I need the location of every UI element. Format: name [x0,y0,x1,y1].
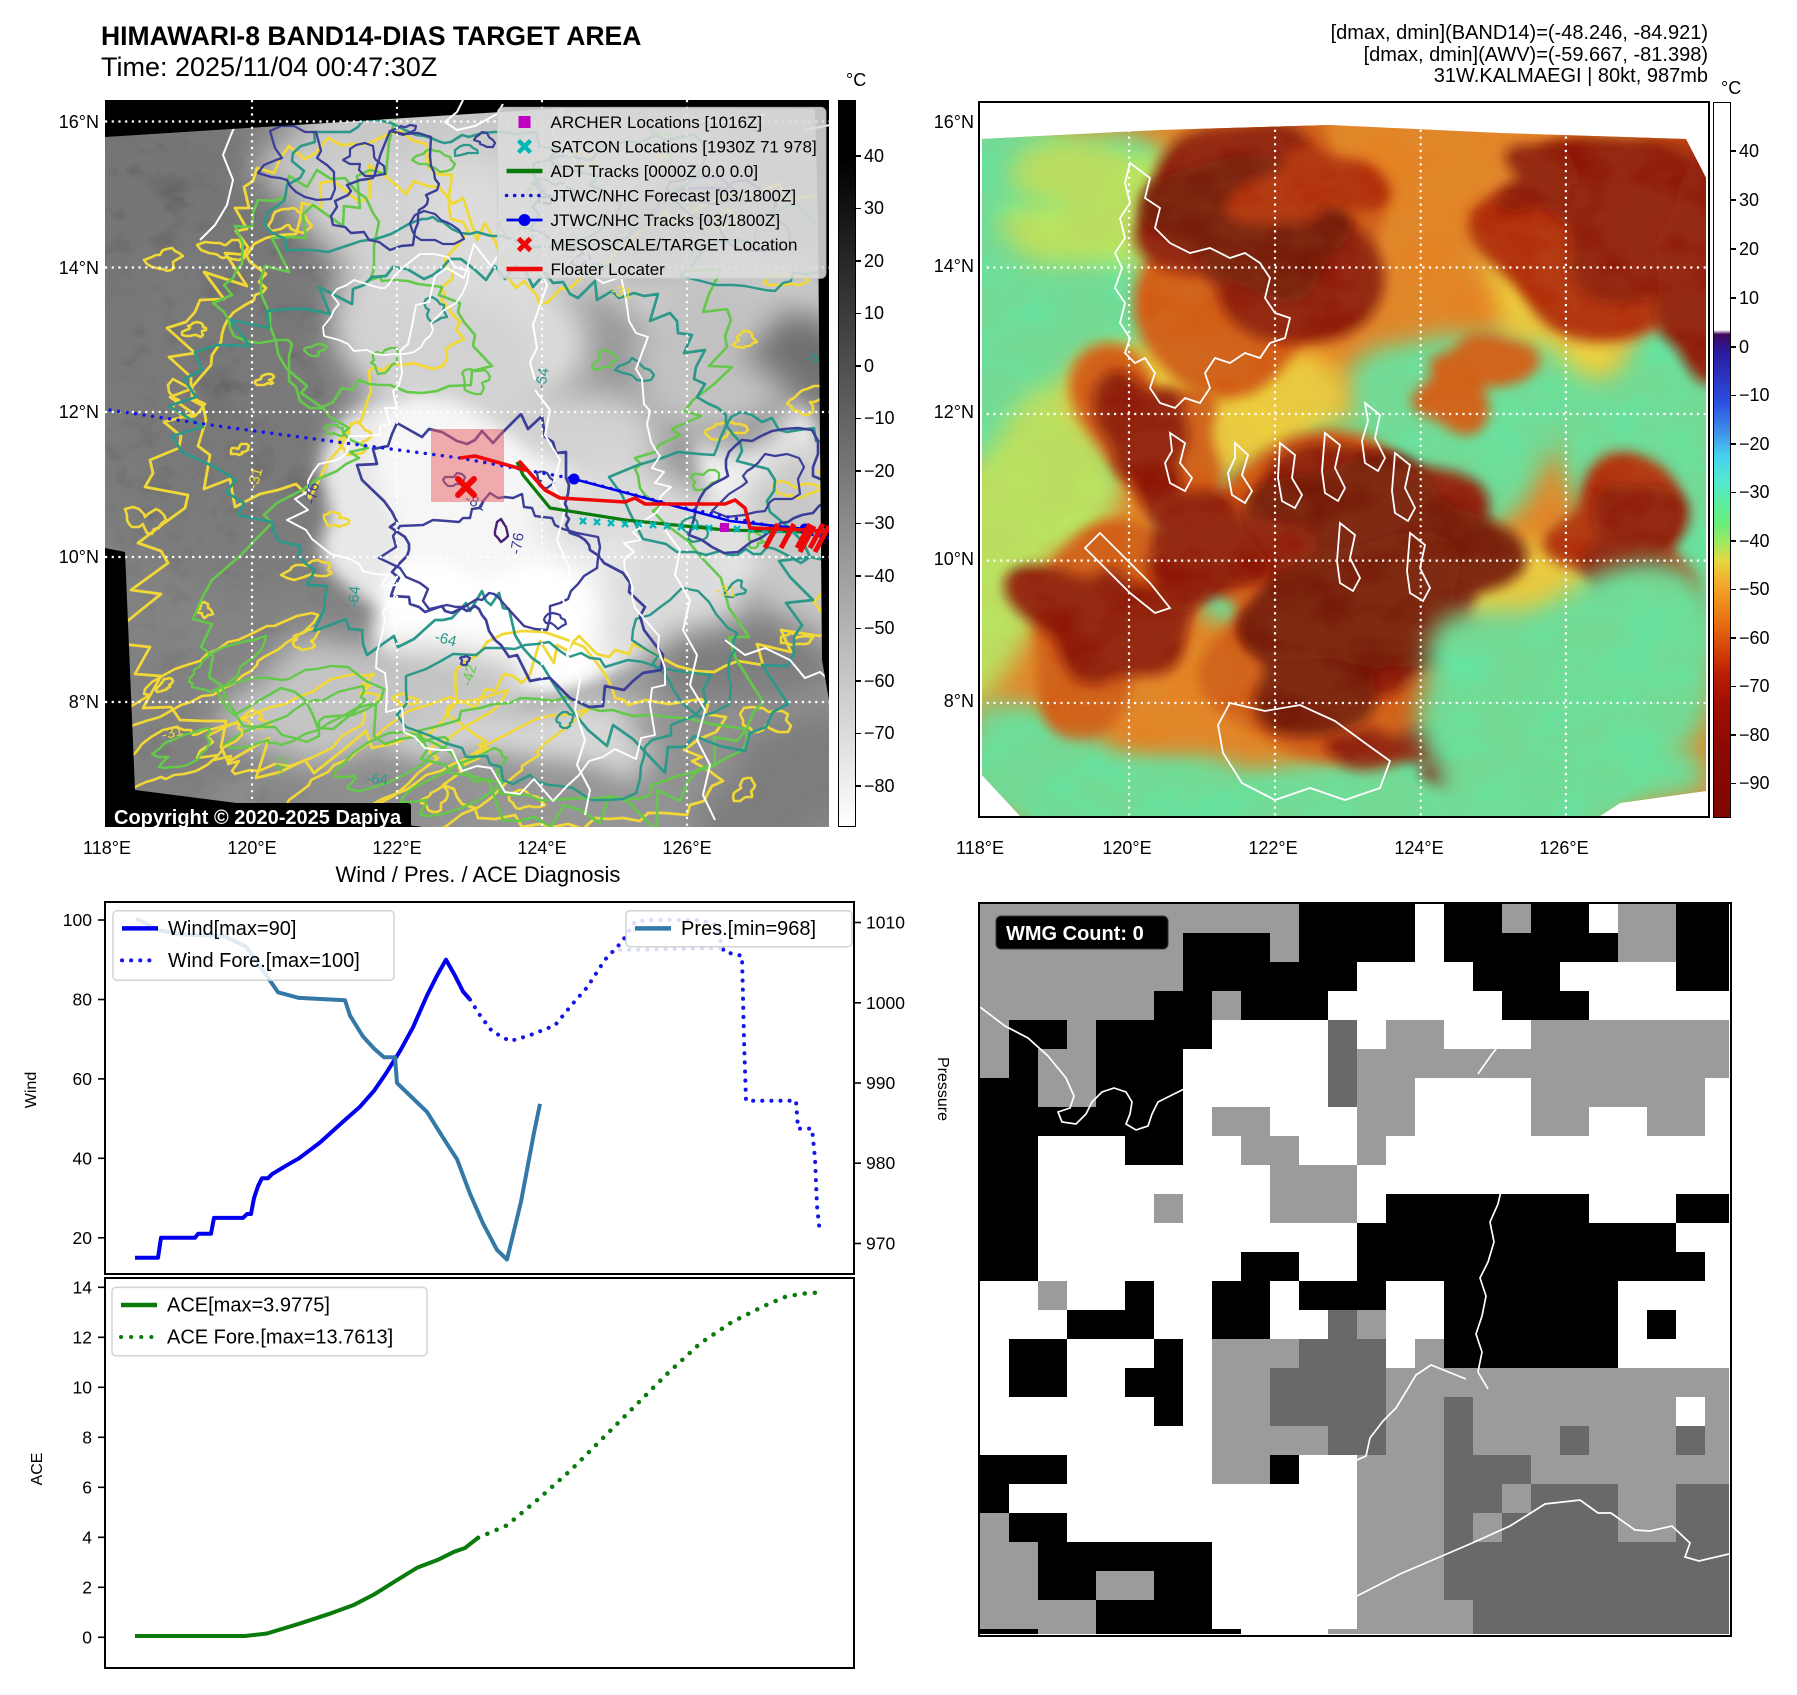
svg-text:Pressure: Pressure [934,1057,951,1121]
svg-text:Pres.[min=968]: Pres.[min=968] [681,918,816,940]
svg-text:2: 2 [82,1577,92,1597]
svg-text:-76: -76 [507,531,528,555]
svg-text:Wind Fore.[max=100]: Wind Fore.[max=100] [168,950,360,972]
svg-text:-64: -64 [433,628,458,650]
svg-text:Floater Locater: Floater Locater [551,260,666,279]
svg-text:-76: -76 [302,481,323,505]
svg-text:1010: 1010 [866,913,905,933]
svg-text:-64: -64 [345,585,364,608]
svg-text:80: 80 [73,990,93,1010]
svg-text:12: 12 [73,1327,92,1347]
svg-text:ARCHER Locations [1016Z]: ARCHER Locations [1016Z] [551,113,763,132]
svg-text:970: 970 [866,1234,895,1254]
svg-text:Copyright © 2020-2025 Dapiya: Copyright © 2020-2025 Dapiya [114,807,402,827]
svg-text:ACE Fore.[max=13.7613]: ACE Fore.[max=13.7613] [167,1327,393,1349]
svg-text:-64: -64 [532,366,553,390]
svg-text:SATCON Locations [1930Z 71 978: SATCON Locations [1930Z 71 978] [551,138,817,157]
svg-text:20: 20 [73,1228,93,1248]
svg-text:6: 6 [82,1477,92,1497]
svg-text:100: 100 [63,910,92,930]
svg-text:1000: 1000 [866,993,905,1013]
svg-text:14: 14 [73,1277,93,1297]
svg-text:ADT Tracks [0000Z 0.0 0.0]: ADT Tracks [0000Z 0.0 0.0] [551,162,759,181]
svg-text:Wind / Pres. / ACE Diagnosis: Wind / Pres. / ACE Diagnosis [336,862,621,887]
svg-text:-42: -42 [270,753,293,779]
svg-text:980: 980 [866,1153,895,1173]
svg-text:4: 4 [82,1527,92,1547]
svg-text:Wind: Wind [23,1072,40,1108]
svg-text:10: 10 [73,1377,93,1397]
svg-text:ACE[max=3.9775]: ACE[max=3.9775] [167,1295,330,1317]
svg-text:Wind[max=90]: Wind[max=90] [168,918,296,940]
svg-text:JTWC/NHC Forecast [03/1800Z]: JTWC/NHC Forecast [03/1800Z] [551,187,797,206]
svg-text:MESOSCALE/TARGET Location: MESOSCALE/TARGET Location [551,236,798,255]
svg-text:ACE: ACE [29,1453,46,1486]
svg-text:-31: -31 [244,466,266,491]
svg-text:-31: -31 [160,722,185,744]
svg-text:990: 990 [866,1073,895,1093]
svg-text:40: 40 [73,1148,93,1168]
svg-text:8: 8 [82,1427,92,1447]
svg-text:60: 60 [73,1069,93,1089]
svg-text:WMG Count: 0: WMG Count: 0 [1006,923,1144,945]
svg-text:-31: -31 [609,282,633,303]
svg-text:-64: -64 [366,770,389,789]
svg-text:-31: -31 [715,582,738,601]
svg-text:0: 0 [82,1627,92,1647]
svg-text:JTWC/NHC Tracks [03/1800Z]: JTWC/NHC Tracks [03/1800Z] [551,211,781,230]
svg-text:-42: -42 [458,663,480,688]
